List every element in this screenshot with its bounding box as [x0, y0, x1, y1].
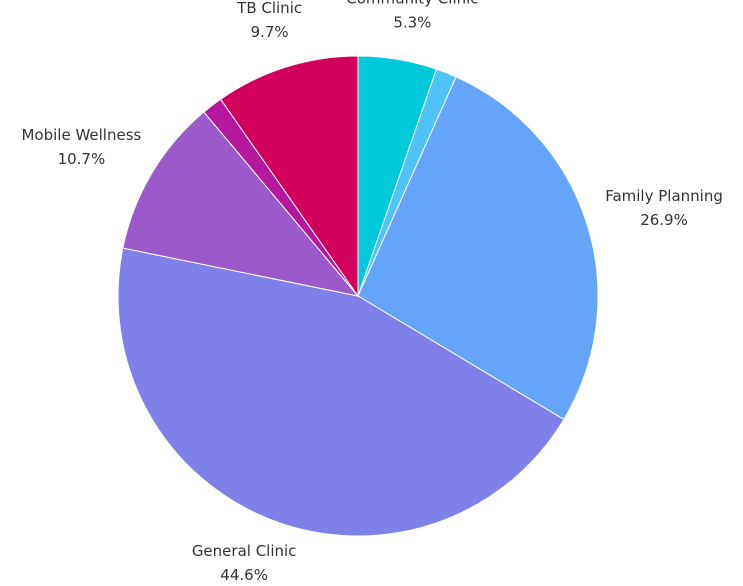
slice-label: TB Clinic — [236, 0, 302, 17]
slice-value-label: 44.6% — [220, 566, 268, 584]
pie-slice — [219, 55, 359, 298]
slice-value-label: 10.7% — [58, 150, 106, 168]
slice-value-label: 9.7% — [251, 23, 289, 41]
slice-label: Mobile Wellness — [21, 126, 141, 144]
slice-value-label: 26.9% — [640, 211, 688, 229]
pie-slice — [117, 247, 565, 537]
slice-value-label: 5.3% — [393, 13, 431, 31]
slice-label: Community Clinic — [346, 0, 478, 7]
pie-slice — [357, 76, 599, 421]
slice-label: Family Planning — [605, 187, 723, 205]
pie-slice — [122, 111, 360, 297]
slice-label: General Clinic — [192, 542, 297, 560]
